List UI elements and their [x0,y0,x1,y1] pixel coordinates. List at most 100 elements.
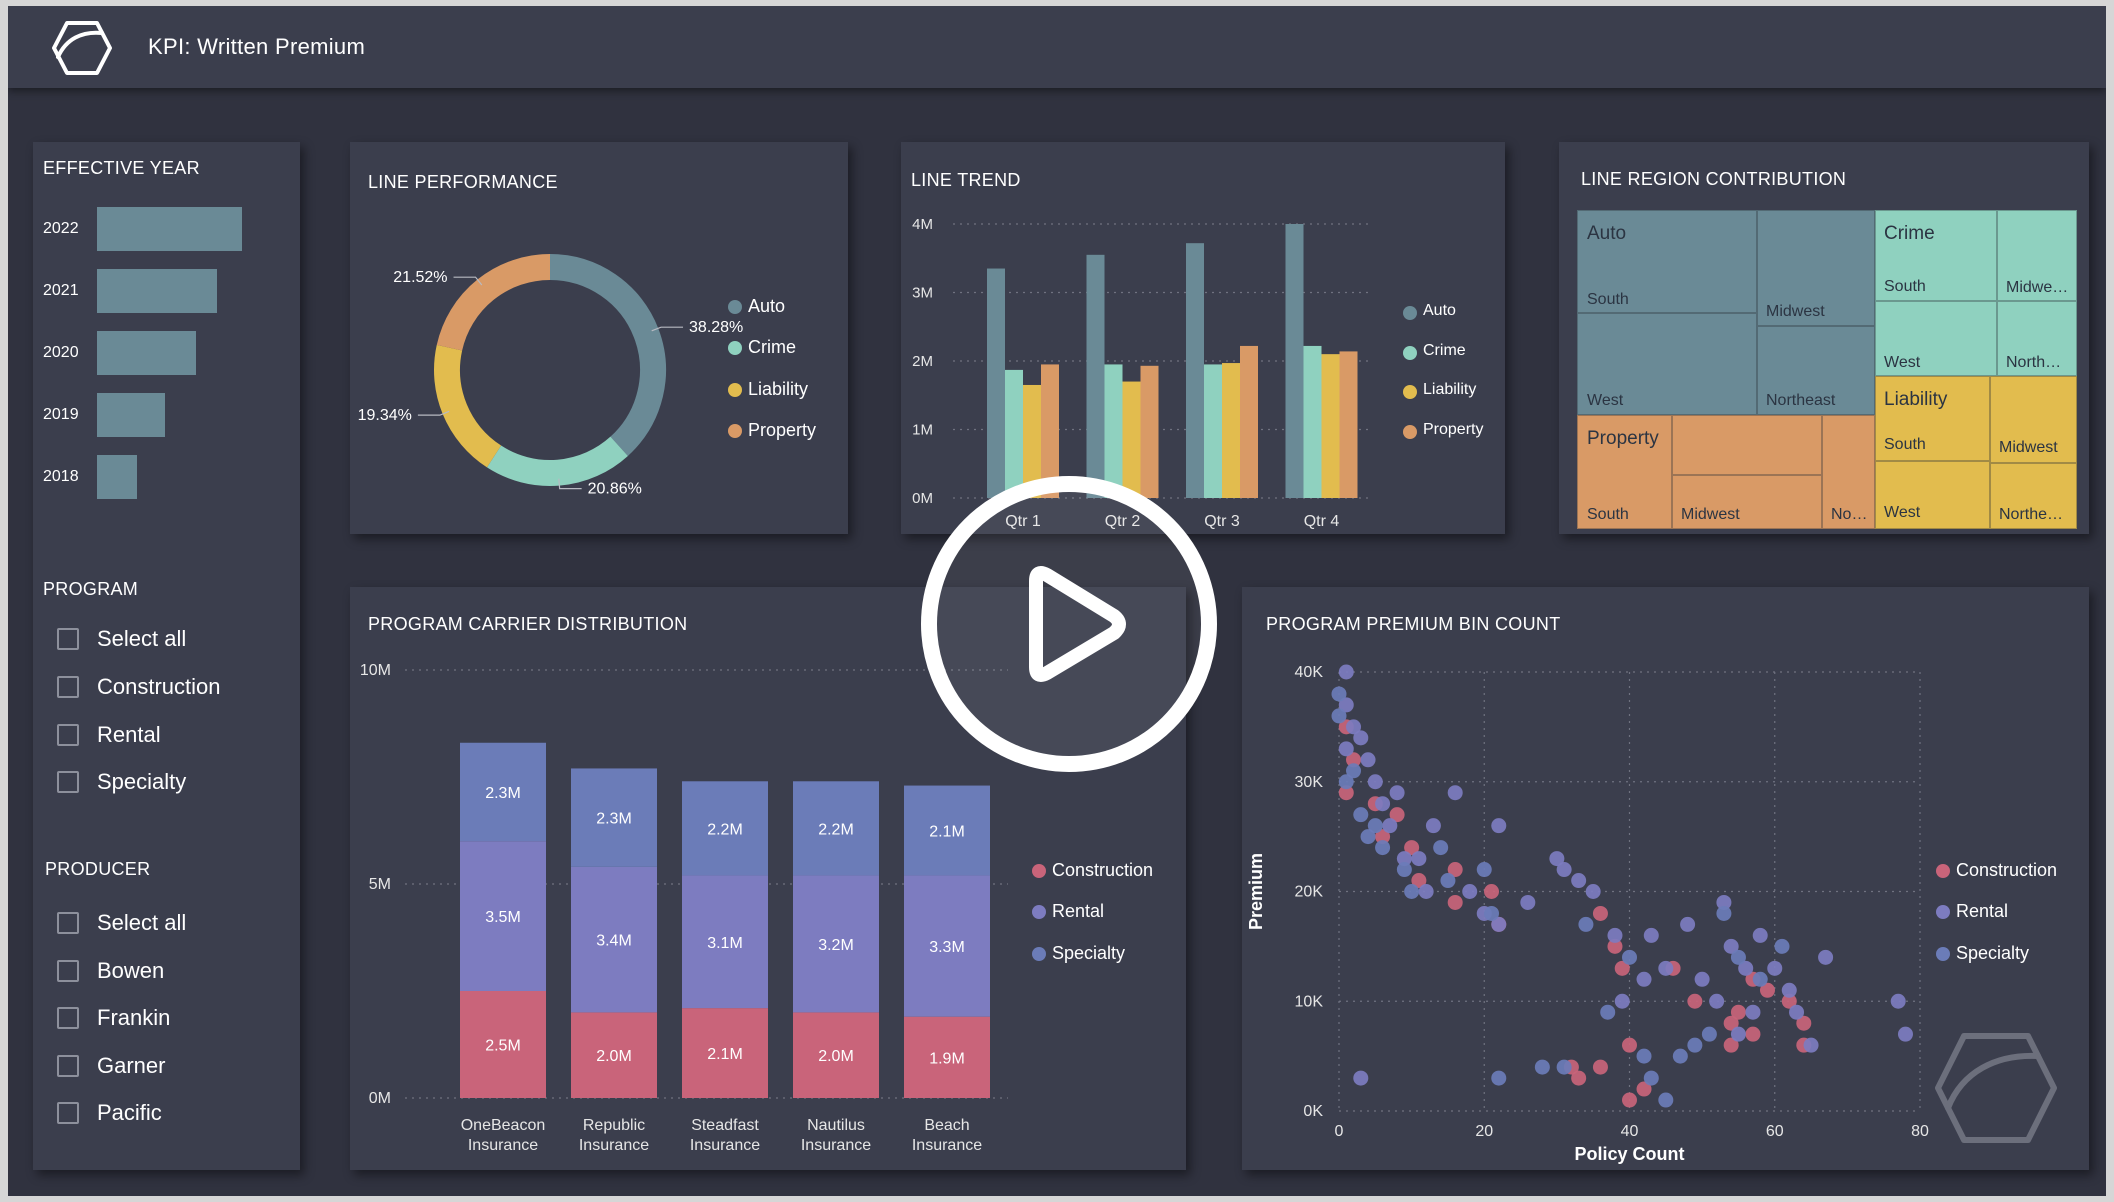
scatter-point-specialty [1360,829,1376,845]
treemap-auto-west[interactable]: West [1577,313,1757,415]
treemap-region-label: South [1587,506,1629,523]
y-tick-label: 40K [1295,664,1324,681]
scatter-point-rental [1520,894,1536,910]
scatter-point-construction [1592,1059,1608,1075]
checkbox[interactable] [57,628,79,650]
scatter-point-rental [1709,993,1725,1009]
scatter-point-specialty [1491,1070,1507,1086]
line-region-panel: LINE REGION CONTRIBUTION Auto South Midw… [1559,142,2089,534]
x-tick-label: 60 [1766,1123,1784,1140]
scatter-point-rental [1745,1004,1761,1020]
year-row-2018[interactable]: 2018 [33,455,313,499]
checkbox[interactable] [57,771,79,793]
scatter-point-rental [1425,818,1441,834]
checkbox-label: Select all [97,910,187,935]
checkbox[interactable] [57,724,79,746]
x-tick-label: 0 [1335,1123,1344,1140]
x-tick-label: Insurance [801,1137,871,1154]
treemap-auto-northeast[interactable]: Northeast [1757,326,1875,415]
treemap-region-label: Northeast [1766,392,1836,409]
legend-label: Auto [748,296,786,316]
scatter-point-construction [1346,752,1362,768]
treemap: Auto South Midwest West Northeast Crime … [1577,210,2077,529]
year-row-2021[interactable]: 2021 [33,269,313,313]
line-performance-panel: LINE PERFORMANCE 38.28% 20.86% 19.34% 21.52… [350,142,848,534]
x-tick-label: 20 [1475,1123,1493,1140]
donut-leader-line [453,276,483,286]
checkbox[interactable] [57,912,79,934]
bar-crime [1303,345,1322,498]
scatter-point-construction [1447,894,1463,910]
treemap-region-label: Midwe… [2006,279,2069,296]
legend-dot [1936,905,1950,919]
checkbox[interactable] [57,960,79,982]
scatter-point-rental [1375,796,1391,812]
bar-construction [904,1016,990,1098]
scatter-point-specialty [1476,862,1492,878]
treemap-property-midwest[interactable]: Midwest [1672,475,1822,529]
treemap-group-label: Crime [1884,223,1935,244]
treemap-crime-northeast[interactable]: North… [1997,301,2077,376]
x-tick-label: Qtr 1 [1005,513,1041,530]
bar-liability [1023,384,1041,498]
bar-data-label: 2.3M [596,811,632,828]
hexagon-logo-icon [52,21,112,75]
treemap-crime-south[interactable]: Crime South [1875,210,1997,301]
bar-data-label: 3.1M [707,935,743,952]
year-row-2022[interactable]: 2022 [33,207,313,251]
treemap-crime-midwest[interactable]: Midwe… [1997,210,2077,301]
checkbox[interactable] [57,1102,79,1124]
treemap-auto-midwest[interactable]: Midwest [1757,210,1875,326]
play-button[interactable] [918,473,1220,775]
treemap-liability-northeast[interactable]: Northe… [1990,463,2077,529]
checkbox[interactable] [57,1007,79,1029]
treemap-property-northeast[interactable]: No… [1822,415,1875,529]
treemap-liability-south[interactable]: Liability South [1875,376,1990,461]
donut-data-label: 38.28% [689,319,743,336]
bar-crime [1005,369,1023,498]
treemap-region-label: Midwest [1766,303,1825,320]
checkbox[interactable] [57,676,79,698]
treemap-liability-west[interactable]: West [1875,461,1990,529]
year-row-2019[interactable]: 2019 [33,393,313,437]
bar-data-label: 2.2M [818,821,854,838]
checkbox[interactable] [57,1055,79,1077]
x-tick-label: Qtr 3 [1204,513,1240,530]
treemap-liability-midwest[interactable]: Midwest [1990,376,2077,463]
x-tick-label: 80 [1911,1123,1929,1140]
scatter-point-specialty [1636,1048,1652,1064]
scatter-point-specialty [1672,1048,1688,1064]
legend-dot [1403,425,1417,439]
legend-dot [1403,385,1417,399]
legend-label: Construction [1956,860,2058,880]
y-tick-label: 4M [912,216,933,233]
y-tick-label: 5M [369,876,391,893]
scatter-point-rental [1716,894,1732,910]
scatter-point-construction [1411,873,1427,889]
legend-dot [1936,864,1950,878]
donut-slice-property [436,254,551,351]
y-axis-title: Premium [1246,853,1266,930]
line-region-title: LINE REGION CONTRIBUTION [1581,169,1847,189]
scatter-point-rental [1781,982,1797,998]
bar-data-label: 2.1M [929,824,965,841]
x-tick-label: Nautilus [807,1117,865,1134]
legend-dot [1936,947,1950,961]
program-premium-panel: PROGRAM PREMIUM BIN COUNT 0K 10K 20K 30K 40K… [1242,587,2089,1170]
year-row-2020[interactable]: 2020 [33,331,313,375]
treemap-property-south[interactable]: Property South [1577,415,1672,529]
treemap-crime-west[interactable]: West [1875,301,1997,376]
treemap-group-label: Auto [1587,223,1627,244]
scatter-point-rental [1730,1026,1746,1042]
treemap-auto-south[interactable]: Auto South [1577,210,1757,313]
year-label: 2020 [43,344,79,361]
treemap-property-top[interactable] [1672,415,1822,475]
scatter-point-specialty [1534,1059,1550,1075]
donut-data-label: 21.52% [393,269,447,286]
bar-data-label: 2.3M [485,785,521,802]
year-bar [97,269,217,313]
bar-auto [1086,254,1105,498]
bar-rental [571,866,657,1013]
scatter-point-specialty [1396,862,1412,878]
effective-year-slicer: 2022 2021 2020 2019 2018 [33,207,300,499]
